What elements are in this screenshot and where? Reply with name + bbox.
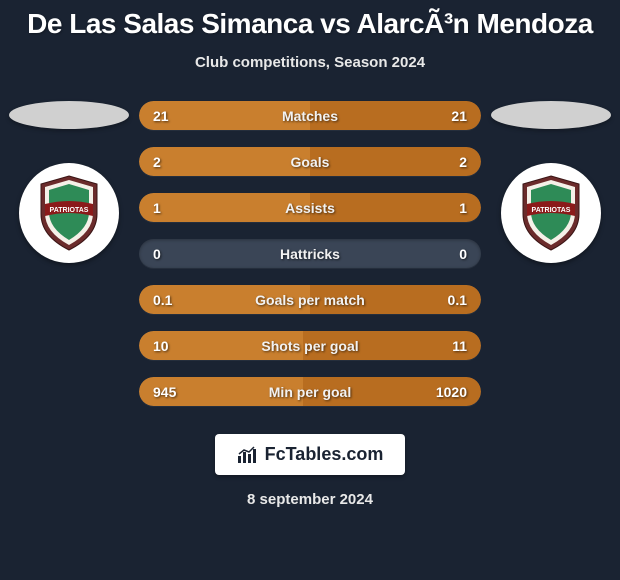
stat-right-value: 1020 <box>436 384 467 400</box>
content-row: PATRIOTAS 21Matches212Goals21Assists10Ha… <box>0 101 620 406</box>
badge-text: PATRIOTAS <box>532 207 571 214</box>
stat-left-value: 10 <box>153 338 169 354</box>
stat-bar: 0 Hattricks 0 <box>139 239 481 268</box>
stat-bar: 945 Min per goal 1020 <box>139 377 481 406</box>
stat-label: Hattricks <box>280 246 340 262</box>
stat-label: Assists <box>285 200 335 216</box>
stat-right-value: 11 <box>452 338 467 354</box>
stat-left-value: 1 <box>153 200 161 216</box>
stat-left-fill <box>139 147 310 176</box>
stat-right-value: 0 <box>459 246 467 262</box>
stat-label: Min per goal <box>269 384 351 400</box>
player-silhouette-right <box>491 101 611 129</box>
footer: FcTables.com 8 september 2024 <box>0 434 620 508</box>
stat-bar: 21 Matches 21 <box>139 101 481 130</box>
brand-logo[interactable]: FcTables.com <box>215 434 406 475</box>
date-text: 8 september 2024 <box>247 491 373 508</box>
stat-label: Shots per goal <box>261 338 358 354</box>
chart-icon <box>237 446 259 464</box>
stat-left-value: 0 <box>153 246 161 262</box>
stats-column: 21Matches212Goals21Assists10Hattricks00.… <box>139 101 481 406</box>
brand-text: FcTables.com <box>265 444 384 465</box>
stat-left-value: 0.1 <box>153 292 172 308</box>
stat-left-value: 21 <box>153 108 169 124</box>
stat-right-fill <box>310 193 481 222</box>
badge-text: PATRIOTAS <box>50 207 89 214</box>
stat-right-fill <box>310 147 481 176</box>
stat-right-value: 0.1 <box>448 292 467 308</box>
team-badge-left: PATRIOTAS <box>19 163 119 263</box>
team-badge-right: PATRIOTAS <box>501 163 601 263</box>
stat-left-value: 2 <box>153 154 161 170</box>
shield-icon: PATRIOTAS <box>35 174 103 252</box>
stat-bar: 1 Assists 1 <box>139 193 481 222</box>
stat-right-value: 21 <box>451 108 467 124</box>
stat-label: Goals <box>291 154 330 170</box>
left-column: PATRIOTAS <box>9 101 129 263</box>
stat-right-value: 1 <box>459 200 467 216</box>
stat-left-value: 945 <box>153 384 176 400</box>
page-title: De Las Salas Simanca vs AlarcÃ³n Mendoza <box>0 8 620 40</box>
player-silhouette-left <box>9 101 129 129</box>
right-column: PATRIOTAS <box>491 101 611 263</box>
stat-label: Matches <box>282 108 338 124</box>
stat-bar: 0.1 Goals per match 0.1 <box>139 285 481 314</box>
stat-right-value: 2 <box>459 154 467 170</box>
stat-bar: 10 Shots per goal 11 <box>139 331 481 360</box>
infographic-container: De Las Salas Simanca vs AlarcÃ³n Mendoza… <box>0 0 620 580</box>
shield-icon: PATRIOTAS <box>517 174 585 252</box>
stat-label: Goals per match <box>255 292 365 308</box>
subtitle: Club competitions, Season 2024 <box>0 54 620 71</box>
stat-bar: 2 Goals 2 <box>139 147 481 176</box>
